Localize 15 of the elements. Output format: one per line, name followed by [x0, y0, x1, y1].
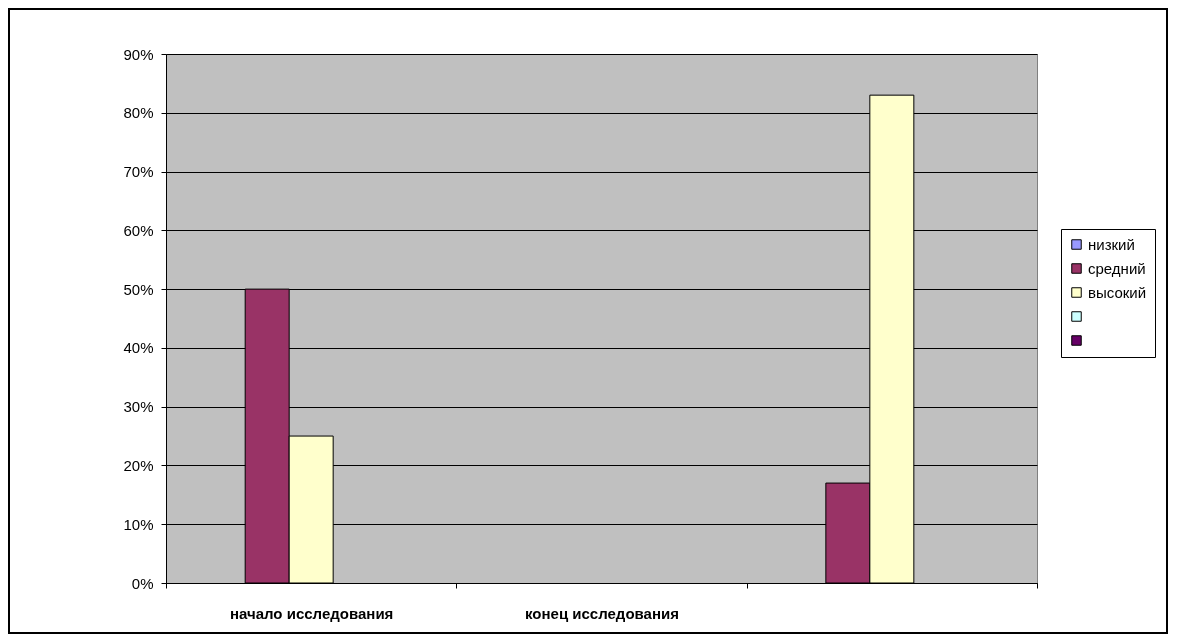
- x-tick-label: конец исследования: [525, 604, 679, 622]
- y-tick-label: 20%: [123, 456, 154, 474]
- y-tick-label: 70%: [123, 163, 154, 181]
- y-tick-label: 10%: [123, 515, 154, 533]
- legend-label: высокий: [1088, 283, 1147, 301]
- y-tick-label: 60%: [123, 221, 154, 239]
- y-tick-label: 90%: [123, 45, 154, 63]
- y-tick-label: 0%: [131, 574, 154, 592]
- y-tick-label: 30%: [123, 398, 154, 416]
- x-tick-label: начало исследования: [229, 604, 394, 622]
- y-tick-label: 80%: [123, 104, 154, 122]
- legend-label: низкий: [1088, 235, 1135, 253]
- legend-label: средний: [1088, 259, 1146, 277]
- y-tick-label: 40%: [123, 339, 154, 357]
- y-tick-label: 50%: [123, 280, 154, 298]
